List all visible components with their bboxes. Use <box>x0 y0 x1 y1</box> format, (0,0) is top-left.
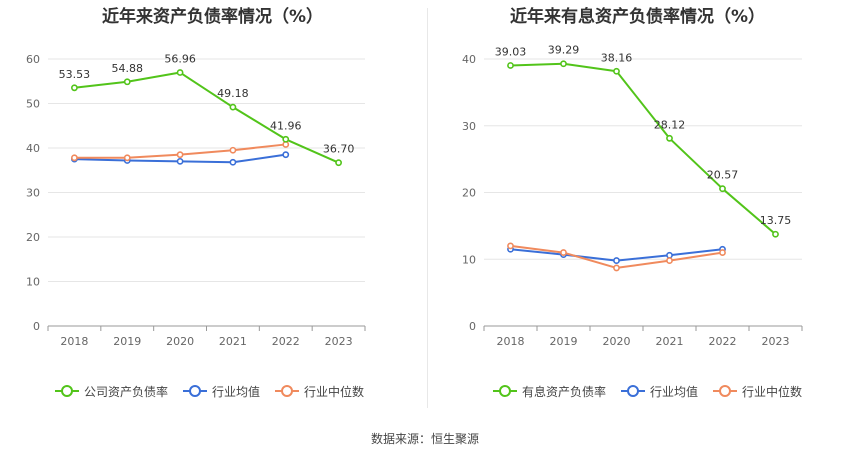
y-tick-label-right-0: 0 <box>469 320 476 333</box>
data-point-right-0-2023 <box>772 230 779 238</box>
data-point-right-0-2020 <box>613 67 620 75</box>
y-tick-label-left-0: 0 <box>33 320 40 333</box>
chart-title-right: 近年来有息资产负债率情况（%） <box>509 7 766 27</box>
x-tick-label-left-2019: 2019 <box>113 335 141 348</box>
legend-label: 有息资产负债率 <box>522 384 607 399</box>
x-tick-label-right-2019: 2019 <box>550 335 578 348</box>
legend-label: 行业均值 <box>650 384 699 399</box>
data-point-right-0-2022 <box>719 185 726 193</box>
legend-swatch-icon <box>493 385 517 397</box>
data-point-right-2-2020 <box>613 264 620 272</box>
x-tick-label-left-2018: 2018 <box>60 335 88 348</box>
data-label-right-2021: 28.12 <box>654 118 686 131</box>
legend-item-left-2[interactable]: 行业中位数 <box>274 383 364 400</box>
x-tick-label-right-2023: 2023 <box>762 335 790 348</box>
data-point-left-2-2018 <box>71 154 78 162</box>
data-label-left-2022: 41.96 <box>270 119 302 132</box>
source-note: 数据来源：恒生聚源 <box>370 432 479 446</box>
data-point-left-2-2020 <box>176 151 184 159</box>
legend-swatch-icon <box>713 385 738 397</box>
chart-title-left: 近年来资产负债率情况（%） <box>101 7 324 27</box>
panel-divider <box>427 8 428 408</box>
data-point-right-2-2018 <box>507 242 514 250</box>
legend-right: 有息资产负债率 行业均值 行业中位数 <box>492 382 816 400</box>
data-point-left-2-2021 <box>229 146 237 154</box>
y-tick-label-left-40: 40 <box>26 142 40 155</box>
y-tick-label-left-10: 10 <box>26 276 40 289</box>
data-point-right-2-2019 <box>560 249 567 256</box>
legend-item-left-0[interactable]: 公司资产负债率 <box>54 383 168 400</box>
data-label-left-2018: 53.53 <box>59 68 91 81</box>
data-label-left-2019: 54.88 <box>112 62 144 75</box>
legend-item-right-1[interactable]: 行业均值 <box>620 383 698 400</box>
data-point-left-2-2019 <box>123 154 131 162</box>
data-point-right-2-2021 <box>666 257 673 264</box>
y-tick-label-left-60: 60 <box>26 53 40 66</box>
legend-swatch-icon <box>55 385 79 397</box>
data-point-left-0-2019 <box>123 78 131 86</box>
data-point-left-0-2022 <box>282 135 290 143</box>
data-point-left-0-2018 <box>71 84 78 92</box>
data-label-left-2023: 36.70 <box>323 143 355 156</box>
y-tick-label-right-20: 20 <box>462 187 476 200</box>
legend-item-left-1[interactable]: 行业均值 <box>182 383 260 400</box>
legend-label: 行业中位数 <box>304 384 365 399</box>
legend-item-right-0[interactable]: 有息资产负债率 <box>492 383 606 400</box>
data-label-right-2022: 20.57 <box>707 169 739 182</box>
data-label-left-2021: 49.18 <box>217 87 249 100</box>
data-point-left-1-2022 <box>282 151 290 159</box>
data-label-right-2019: 39.29 <box>548 44 580 57</box>
chart-left: 0 10 20 30 40 50 60 2018 2019 2020 2021 2022 2023 53.… <box>26 53 366 348</box>
data-point-right-0-2018 <box>507 62 514 69</box>
legend-swatch-icon <box>621 385 646 397</box>
data-point-left-1-2020 <box>176 157 184 165</box>
x-tick-label-left-2021: 2021 <box>219 335 247 348</box>
y-tick-label-right-30: 30 <box>462 120 476 133</box>
x-tick-label-right-2018: 2018 <box>497 335 525 348</box>
x-tick-label-right-2022: 2022 <box>709 335 737 348</box>
chart-right: 0 10 20 30 40 2018 2019 2020 2021 2022 2023 39.03 39… <box>462 44 803 348</box>
data-point-left-1-2021 <box>229 158 237 166</box>
y-tick-label-left-20: 20 <box>26 231 40 244</box>
data-point-right-0-2021 <box>666 134 673 142</box>
x-tick-label-left-2023: 2023 <box>325 335 353 348</box>
legend-label: 行业中位数 <box>742 384 803 399</box>
data-label-left-2020: 56.96 <box>164 53 196 66</box>
legend-label: 行业均值 <box>212 384 261 399</box>
data-point-left-0-2020 <box>176 69 184 76</box>
x-tick-label-right-2020: 2020 <box>603 335 631 348</box>
data-point-right-0-2019 <box>560 60 567 68</box>
data-point-right-2-2022 <box>719 249 726 256</box>
y-tick-label-right-10: 10 <box>462 253 476 266</box>
data-label-right-2020: 38.16 <box>601 51 633 64</box>
y-tick-label-left-30: 30 <box>26 187 40 200</box>
x-tick-label-left-2022: 2022 <box>272 335 300 348</box>
legend-left: 公司资产负债率 行业均值 行业中位数 <box>54 382 378 400</box>
data-point-left-0-2021 <box>229 103 237 111</box>
legend-label: 公司资产负债率 <box>84 384 169 399</box>
legend-swatch-icon <box>275 385 300 397</box>
data-point-right-1-2021 <box>666 251 673 259</box>
legend-swatch-icon <box>183 385 208 397</box>
series-line-right-0 <box>510 62 777 235</box>
y-tick-label-right-40: 40 <box>462 53 476 66</box>
data-point-right-1-2020 <box>613 257 620 264</box>
data-point-left-0-2023 <box>335 159 342 167</box>
x-tick-label-right-2021: 2021 <box>656 335 684 348</box>
legend-item-right-2[interactable]: 行业中位数 <box>712 383 802 400</box>
y-tick-label-left-50: 50 <box>26 98 40 111</box>
data-label-right-2023: 13.75 <box>760 214 792 227</box>
series-line-left-0 <box>74 71 339 164</box>
data-label-right-2018: 39.03 <box>495 45 527 58</box>
x-tick-label-left-2020: 2020 <box>166 335 194 348</box>
